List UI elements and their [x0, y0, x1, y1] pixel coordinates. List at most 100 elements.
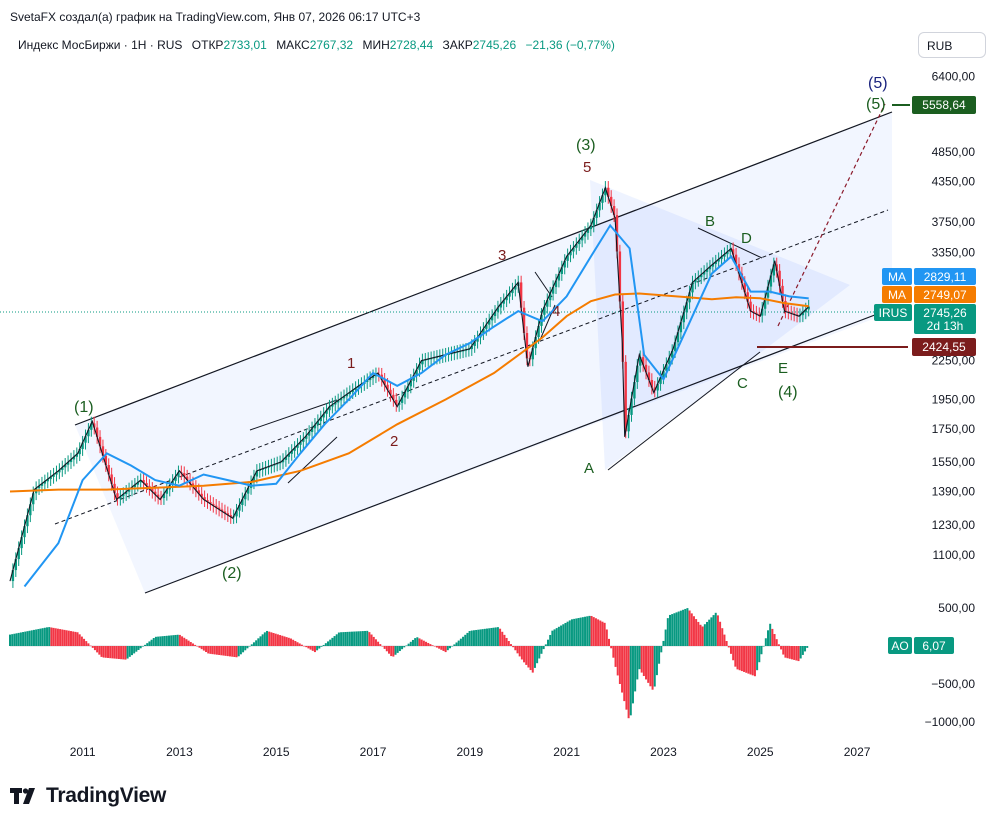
candle-body: [708, 266, 712, 270]
ao-bar: [516, 646, 519, 654]
candle-body: [743, 282, 746, 293]
candle-body: [761, 308, 764, 316]
ao-bar: [377, 641, 380, 646]
ao-bar: [285, 637, 288, 646]
ao-bar: [804, 646, 807, 652]
ao-bar: [83, 638, 86, 646]
candle-body: [705, 269, 709, 272]
ao-bar: [113, 646, 116, 659]
ao-bar: [300, 644, 303, 646]
chart-attribution: SvetaFX создал(а) график на TradingView.…: [10, 10, 421, 24]
ao-bar: [531, 646, 534, 673]
ao-tag-label: AO: [891, 639, 908, 653]
price-tick-label: 4850,00: [932, 145, 976, 159]
ao-bar: [590, 615, 593, 646]
ao-bar: [660, 646, 663, 653]
ao-bar: [686, 608, 689, 646]
ao-bar: [601, 621, 604, 646]
ao-bar: [385, 646, 388, 652]
ao-bar: [305, 646, 308, 648]
currency-button[interactable]: RUB: [918, 32, 986, 58]
ao-bar: [102, 646, 105, 658]
candle-body: [348, 392, 351, 395]
ma-fast-tag-label: MA: [888, 270, 906, 284]
low-label: МИН: [362, 38, 390, 52]
ao-bar: [440, 646, 443, 650]
candle-body: [662, 370, 665, 378]
ao-bar: [130, 646, 133, 656]
ao-bar: [292, 639, 295, 646]
ao-bar: [562, 624, 565, 646]
ao-bar: [233, 646, 236, 657]
change-value: −21,36 (−0,77%): [525, 38, 615, 52]
candle-body: [604, 187, 607, 196]
candle-body: [302, 438, 305, 442]
ao-bar: [523, 646, 526, 663]
time-axis[interactable]: 2011 2013 2015 2017 2019 2021 2023 2025 2027: [70, 745, 871, 759]
ao-bar: [96, 646, 99, 653]
ao-bar: [366, 630, 369, 646]
open-label: ОТКР: [191, 38, 224, 52]
ao-bar: [564, 622, 567, 646]
ao-bar: [512, 646, 515, 648]
candle-body: [734, 254, 738, 265]
ao-bar: [673, 613, 676, 646]
ao-bar: [122, 646, 125, 660]
candle-body: [775, 264, 778, 271]
ao-bar: [161, 636, 164, 646]
candle-body: [17, 548, 20, 560]
ao-bar: [573, 618, 576, 646]
ao-bar: [708, 619, 711, 646]
ao-bar: [69, 631, 72, 646]
ao-bar: [215, 646, 218, 655]
ao-bar: [159, 636, 162, 646]
ao-bar: [536, 646, 539, 664]
candle-body: [354, 387, 357, 391]
candle-body: [485, 324, 488, 329]
ao-bar: [788, 646, 791, 659]
ao-bar: [719, 621, 722, 646]
symbol-title[interactable]: Индекс МосБиржи · 1Н · RUS: [18, 38, 183, 52]
candle-body: [162, 493, 166, 499]
ao-bar: [150, 639, 153, 646]
ao-bar: [806, 646, 809, 648]
ao-bar: [379, 644, 382, 646]
candle-body: [685, 302, 688, 313]
ao-bar: [403, 646, 406, 648]
ao-bar: [268, 631, 271, 646]
ao-bar: [126, 646, 129, 659]
ao-bar: [98, 646, 101, 655]
ao-bar: [139, 646, 142, 649]
tradingview-brand[interactable]: TradingView: [10, 784, 166, 808]
candle-body: [700, 274, 703, 278]
price-tick-label: 6400,00: [932, 69, 976, 83]
ao-bar: [762, 646, 765, 647]
ao-bar: [331, 637, 334, 646]
ao-bar: [289, 638, 292, 646]
price-axis[interactable]: 6400,00 4850,00 4350,00 3750,00 3350,00 2250,…: [932, 69, 976, 562]
candle-body: [473, 341, 476, 346]
ao-bar: [200, 646, 203, 650]
candle-body: [29, 504, 32, 516]
ao-bar: [144, 644, 147, 646]
ao-bar: [56, 628, 59, 646]
last-price-tag-value: 2745,26: [923, 306, 967, 320]
candle-body: [694, 279, 697, 283]
ao-bar: [433, 646, 436, 647]
ao-bar: [259, 636, 262, 646]
ao-bar: [303, 645, 306, 647]
channel-upper-line: [74, 111, 893, 426]
candle-body: [589, 225, 593, 230]
ao-value-tag: AO 6,07: [888, 637, 954, 654]
candle-body: [331, 404, 334, 407]
candle-body: [804, 309, 807, 313]
candle-body: [403, 391, 407, 398]
triangle-line-ac: [607, 351, 761, 471]
ao-bar: [198, 646, 201, 648]
ao-bar: [570, 619, 573, 646]
oscillator-axis[interactable]: 500,00 −500,00 −1000,00: [925, 601, 976, 729]
candle-body: [145, 482, 148, 486]
price-tick-label: 1390,00: [932, 485, 976, 499]
candle-body: [296, 444, 299, 448]
